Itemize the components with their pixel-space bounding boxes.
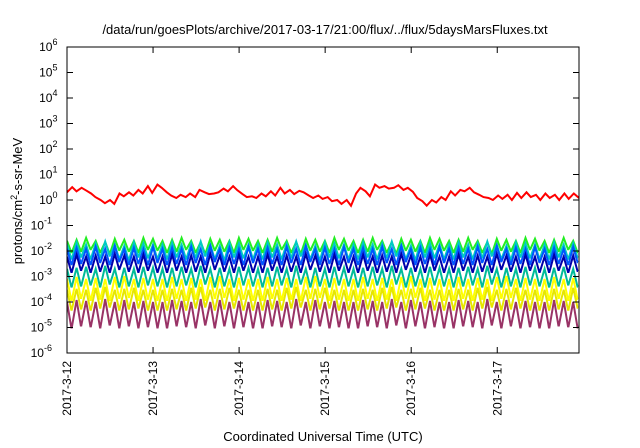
x-tick-label: 2017-3-15 bbox=[318, 361, 332, 416]
series-line bbox=[67, 298, 579, 329]
series-line bbox=[67, 275, 579, 301]
x-tick-label: 2017-3-16 bbox=[404, 361, 418, 416]
y-axis-label: protons/cm2-s-sr-MeV bbox=[9, 137, 25, 264]
x-tick-label: 2017-3-14 bbox=[232, 361, 246, 416]
x-axis-label: Coordinated Universal Time (UTC) bbox=[223, 429, 422, 444]
y-tick-label: 105 bbox=[39, 63, 57, 80]
y-tick-label: 106 bbox=[39, 37, 57, 54]
y-tick-label: 10-2 bbox=[31, 241, 52, 258]
y-tick-label: 103 bbox=[39, 114, 57, 131]
series-line bbox=[67, 249, 579, 273]
series-line bbox=[67, 183, 579, 208]
y-tick-label: 10-4 bbox=[31, 292, 52, 309]
series-line bbox=[67, 242, 579, 266]
plot-area bbox=[67, 183, 579, 329]
y-tick-label: 100 bbox=[39, 190, 57, 207]
y-tick-label: 10-3 bbox=[31, 267, 52, 284]
series-line bbox=[67, 234, 579, 255]
x-tick-label: 2017-3-17 bbox=[490, 361, 504, 416]
y-axis: 10-6 10-5 10-4 10-3 10-2 10-1 100 101 102 103 104 1… bbox=[31, 37, 579, 360]
y-tick-label: 104 bbox=[39, 88, 57, 105]
series-line bbox=[67, 286, 579, 311]
chart-title: /data/run/goesPlots/archive/2017-03-17/2… bbox=[102, 22, 548, 37]
y-tick-label: 102 bbox=[39, 139, 57, 156]
x-tick-label: 2017-3-12 bbox=[60, 361, 74, 416]
y-tick-label: 10-6 bbox=[31, 343, 52, 360]
y-tick-label: 10-1 bbox=[31, 216, 52, 233]
x-axis: 2017-3-12 2017-3-13 2017-3-14 2017-3-15 2017… bbox=[60, 47, 504, 416]
x-tick-label: 2017-3-13 bbox=[146, 361, 160, 416]
series-line bbox=[67, 263, 579, 288]
y-tick-label: 101 bbox=[39, 165, 57, 182]
y-tick-label: 10-5 bbox=[31, 318, 52, 335]
